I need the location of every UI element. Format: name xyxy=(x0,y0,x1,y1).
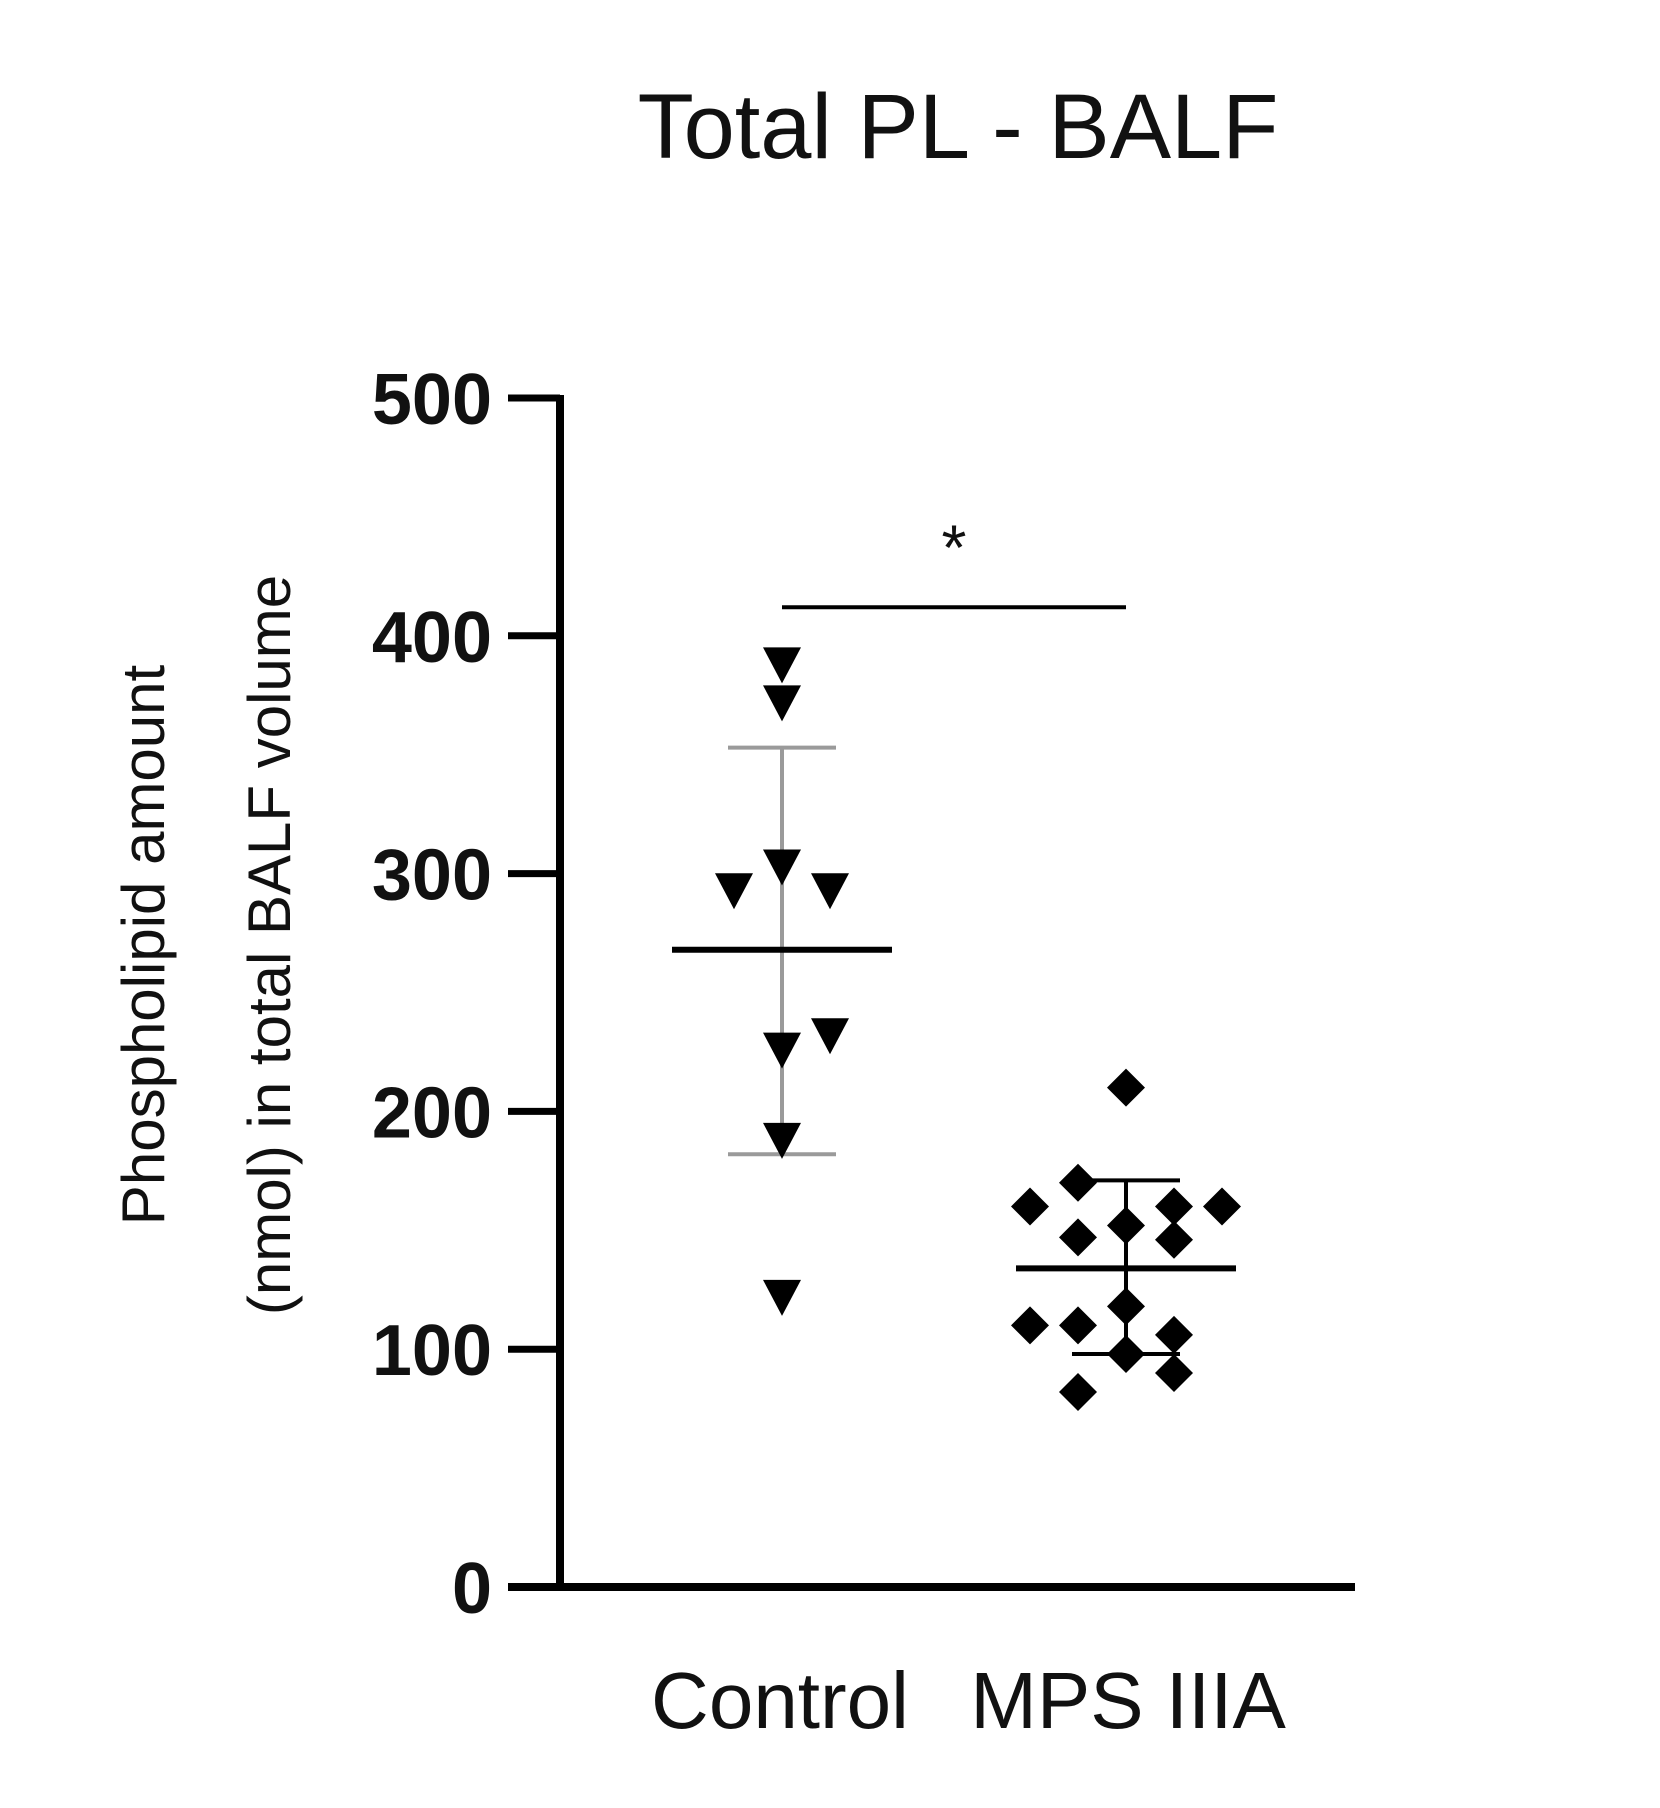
y-axis-label-line-2: (nmol) in total BALF volume xyxy=(236,575,303,1315)
y-tick-label: 500 xyxy=(372,360,492,440)
control-data-point xyxy=(763,685,801,722)
y-tick-label: 0 xyxy=(452,1549,492,1629)
significance-label: * xyxy=(942,511,967,583)
y-axis-label: Phospholipid amount (nmol) in total BALF… xyxy=(110,575,303,1315)
y-tick-label: 300 xyxy=(372,836,492,916)
mps-iiia-data-point xyxy=(1107,1334,1145,1373)
y-ticks: 0 100 200 300 400 500 xyxy=(372,360,560,1629)
axes xyxy=(508,395,1355,1591)
mps-iiia-data-point xyxy=(1155,1315,1193,1354)
control-data-point xyxy=(811,873,849,910)
y-axis-label-line-1: Phospholipid amount xyxy=(110,664,177,1225)
mps-iiia-data-point xyxy=(1059,1306,1097,1345)
mps-iiia-data-point xyxy=(1059,1373,1097,1412)
data-points xyxy=(715,647,1241,1412)
mps-iiia-data-point xyxy=(1155,1187,1193,1226)
control-data-point xyxy=(715,873,753,910)
control-data-point xyxy=(763,849,801,886)
significance-bracket: * xyxy=(782,511,1126,610)
y-tick-label: 100 xyxy=(372,1311,492,1391)
mps-iiia-data-point xyxy=(1203,1187,1241,1226)
mps-iiia-data-point xyxy=(1107,1287,1145,1326)
error-bars xyxy=(672,745,1236,1356)
mps-iiia-data-point xyxy=(1059,1163,1097,1202)
control-data-point xyxy=(763,1122,801,1159)
mps-iiia-data-point xyxy=(1107,1068,1145,1107)
mps-iiia-data-point xyxy=(1011,1187,1049,1226)
mps-iiia-data-point xyxy=(1155,1220,1193,1259)
y-tick-label: 200 xyxy=(372,1073,492,1153)
mps-iiia-data-point xyxy=(1107,1206,1145,1245)
y-tick-label: 400 xyxy=(372,598,492,678)
mps-iiia-data-point xyxy=(1155,1353,1193,1392)
mps-iiia-data-point xyxy=(1011,1306,1049,1345)
mps-iiia-data-point xyxy=(1059,1218,1097,1257)
x-category-label-control: Control xyxy=(651,1656,909,1745)
control-data-point xyxy=(811,1018,849,1055)
control-data-point xyxy=(763,1032,801,1069)
chart-title: Total PL - BALF xyxy=(638,76,1279,178)
x-category-label-mps-iiia: MPS IIIA xyxy=(970,1656,1286,1745)
control-data-point xyxy=(763,1279,801,1316)
control-data-point xyxy=(763,647,801,684)
